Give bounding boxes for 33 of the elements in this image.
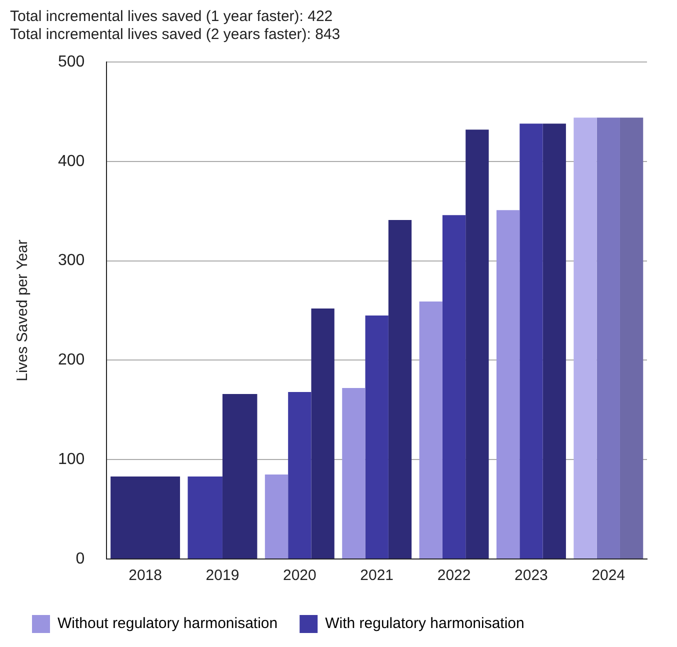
bar	[542, 124, 566, 558]
x-tick-label: 2019	[206, 567, 240, 584]
bar	[342, 388, 366, 558]
x-tick-label: 2018	[128, 567, 162, 584]
bar	[574, 118, 597, 558]
bar	[288, 392, 312, 558]
bar	[311, 308, 334, 558]
bar	[520, 124, 543, 558]
bar	[442, 215, 466, 558]
legend-label: With regulatory harmonisation	[325, 615, 524, 632]
y-tick-label: 0	[76, 550, 85, 568]
x-tick-label: 2020	[282, 567, 316, 584]
x-tick-label: 2022	[437, 567, 471, 584]
bar	[620, 118, 644, 558]
y-tick-label: 200	[58, 352, 85, 369]
chart-title: Total incremental lives saved (1 year faster): 422	[10, 8, 333, 26]
bar	[596, 118, 620, 558]
x-tick-label: 2024	[592, 567, 626, 584]
y-tick-label: 100	[58, 451, 85, 468]
bar	[264, 474, 288, 558]
legend-label: Without regulatory harmonisation	[58, 615, 278, 632]
bar	[496, 210, 520, 558]
y-tick-label: 400	[58, 152, 85, 170]
bar	[419, 302, 442, 558]
bar	[365, 315, 388, 558]
x-tick-label: 2023	[514, 567, 548, 584]
y-axis-title: Lives Saved per Year	[14, 240, 32, 382]
bar	[466, 130, 489, 558]
chart-subtitle: Total incremental lives saved (2 years faster): 843	[10, 26, 340, 44]
y-tick-label: 300	[58, 252, 85, 270]
bar	[388, 220, 412, 558]
y-tick-label: 500	[58, 53, 85, 70]
x-tick-label: 2021	[360, 567, 394, 584]
